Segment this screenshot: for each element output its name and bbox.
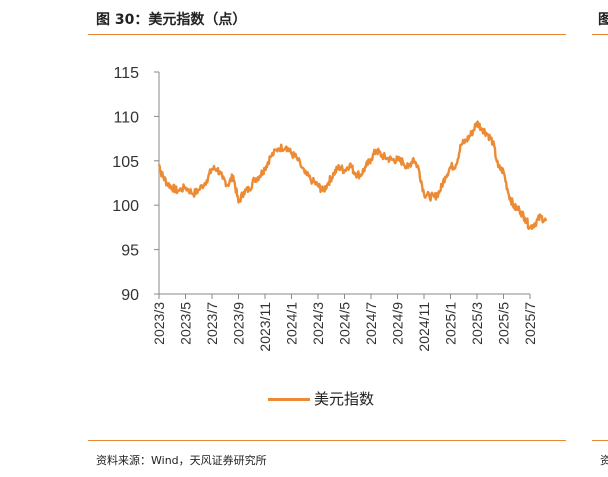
legend-label: 美元指数 [314,390,375,408]
y-tick-label: 100 [112,198,139,215]
x-tick-label: 2024/1 [284,302,300,345]
y-tick-label: 115 [113,65,139,82]
source-rule [88,440,566,441]
source-note: 资料来源：Wind，天风证券研究所 [96,454,267,467]
x-axis: 2023/3 2023/5 2023/7 2023/9 2023/11 2024/1 202… [151,293,538,352]
x-tick-label: 2025/3 [469,302,485,345]
x-tick-label: 2025/5 [496,302,512,345]
x-tick-label: 2025/7 [522,302,538,345]
x-tick-label: 2024/5 [337,302,353,345]
clipped-neighbor-source: 资 [600,454,608,467]
series-line-usd-index [157,120,548,230]
y-tick-label: 110 [113,109,139,126]
y-axis: 115 110 105 100 95 90 [112,65,160,304]
x-tick-label: 2024/7 [363,302,379,345]
x-tick-label: 2025/1 [443,302,459,345]
x-tick-label: 2023/3 [151,302,167,345]
x-tick-label: 2023/9 [231,302,247,345]
y-tick-label: 95 [121,243,139,260]
x-tick-label: 2023/5 [178,302,194,345]
y-tick-label: 90 [121,287,139,304]
title-rule [88,34,566,35]
neighbor-source-rule [592,440,608,441]
legend-swatch [268,398,310,401]
neighbor-title-rule [592,34,608,35]
x-tick-label: 2024/11 [416,302,432,352]
x-tick-label: 2023/7 [204,302,220,345]
y-tick-label: 105 [112,154,139,171]
x-tick-label: 2024/3 [310,302,326,345]
x-tick-label: 2024/9 [390,302,406,345]
chart-title: 图 30：美元指数（点） [96,12,247,28]
x-tick-label: 2023/11 [257,302,273,352]
clipped-neighbor-title: 图 [598,12,608,28]
